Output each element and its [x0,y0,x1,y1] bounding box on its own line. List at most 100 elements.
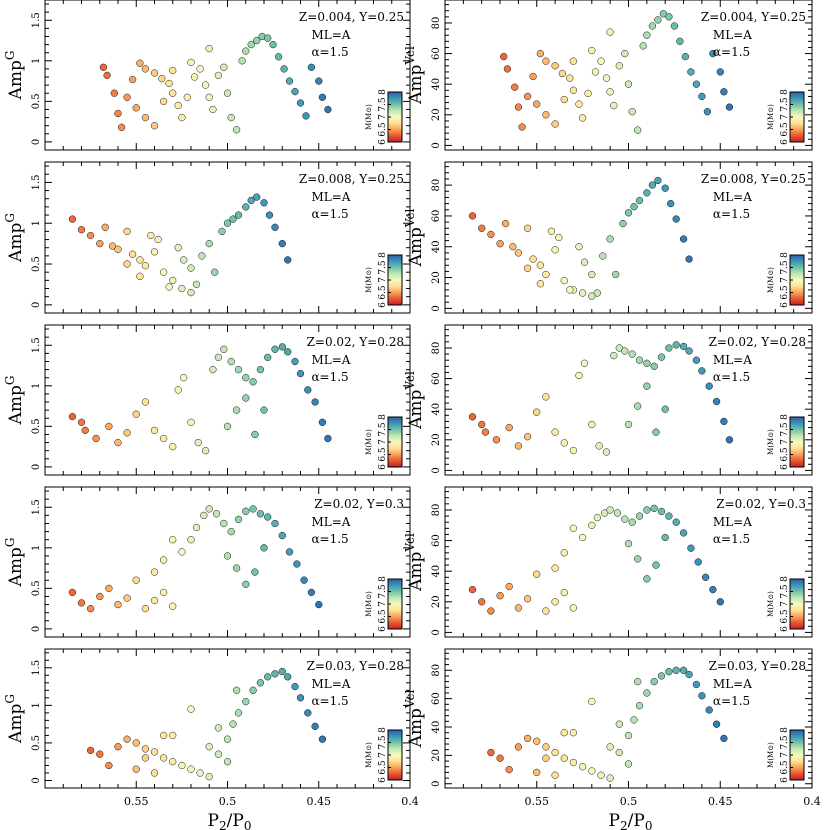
data-point [569,604,578,612]
panel-label-alpha: α=1.5 [713,370,750,384]
data-point [635,512,644,520]
y-tick-label: 40 [431,78,442,91]
data-point [643,689,651,697]
data-point [114,245,122,253]
data-point [665,13,673,21]
colorbar-label: M(M⊙) [365,267,373,293]
data-point [260,406,268,414]
data-point [542,607,550,615]
data-point [251,568,259,576]
data-point [302,112,310,120]
data-point [670,22,679,30]
colorbar-tick-label: 6 [780,302,790,308]
panel-label-alpha: α=1.5 [713,694,750,708]
data-point [551,771,559,779]
data-point [229,720,237,728]
data-point [123,93,131,101]
data-point [610,101,618,110]
data-point [318,735,327,743]
data-point [661,184,669,192]
data-point [141,745,150,753]
data-point [77,599,86,607]
y-tick-label: 0 [31,302,42,308]
data-point [232,564,241,572]
y-tick-label: 0 [31,626,42,632]
colorbar-tick-label: 6 [378,464,388,470]
data-point [150,769,159,777]
data-point [249,378,257,386]
data-point [218,227,226,236]
data-point [487,230,495,239]
data-point [643,189,651,197]
panel-label-ml: ML=A [311,515,350,529]
colorbar-tick-label: 6 [780,626,790,632]
data-point [672,666,680,674]
data-point [209,365,217,374]
y-tick-label: 1.5 [31,660,42,676]
data-point [269,40,277,49]
data-point [307,588,316,597]
data-point [174,244,182,252]
panel-label-alpha: α=1.5 [311,45,348,59]
data-point [514,743,523,751]
data-point [615,748,623,757]
data-point [278,343,286,351]
colorbar-tick-label: 6 [378,302,388,308]
data-point [542,270,550,279]
data-point [101,223,109,231]
data-point [285,548,294,556]
data-point [610,351,618,360]
data-point [720,734,728,743]
y-tick-label: 1.5 [31,12,42,28]
data-point [481,428,490,436]
data-point [318,418,327,426]
data-point [247,40,255,49]
y-axis-label-main: Amp [406,708,426,748]
data-point [523,433,532,441]
data-point [96,750,104,758]
data-point [247,196,255,205]
data-point [606,28,614,36]
x-axis-label-mid: /P [628,811,645,830]
data-point [681,52,690,61]
y-tick-label: 0 [31,464,42,470]
data-point [593,289,601,297]
data-point [229,215,237,223]
data-point [685,255,693,263]
data-point [274,53,283,61]
data-point [128,75,137,84]
data-point [602,74,611,82]
y-axis-label-sup: Vel [403,208,417,228]
colorbar-label: M(M⊙) [767,742,775,768]
data-point [657,507,666,516]
data-point [242,203,250,211]
y-axis-label-sup: Vel [403,689,417,709]
data-point [159,754,168,762]
data-point [296,369,305,378]
y-axis-label-sup: G [3,51,17,61]
data-point [536,49,545,58]
data-point [509,243,517,251]
data-point [672,341,680,349]
y-axis-label: AmpVel [403,46,426,105]
data-point [150,748,159,756]
y-axis-label: AmpG [3,213,26,263]
data-point [578,289,587,297]
data-point [108,242,117,250]
colorbar-tick-label: 8 [378,727,388,733]
data-point [468,585,477,594]
data-point [178,284,186,293]
data-point [692,80,701,88]
data-point [141,113,150,122]
data-point [621,49,629,58]
colorbar-tick-label: 6 [780,464,790,470]
data-point [468,212,477,220]
data-point [478,420,486,429]
data-point [278,667,286,676]
data-point [103,71,111,80]
y-tick-label: 0.5 [31,580,42,596]
data-point [141,604,150,613]
y-tick-label: 60 [431,692,442,705]
data-point [174,386,182,394]
data-point [685,670,693,679]
